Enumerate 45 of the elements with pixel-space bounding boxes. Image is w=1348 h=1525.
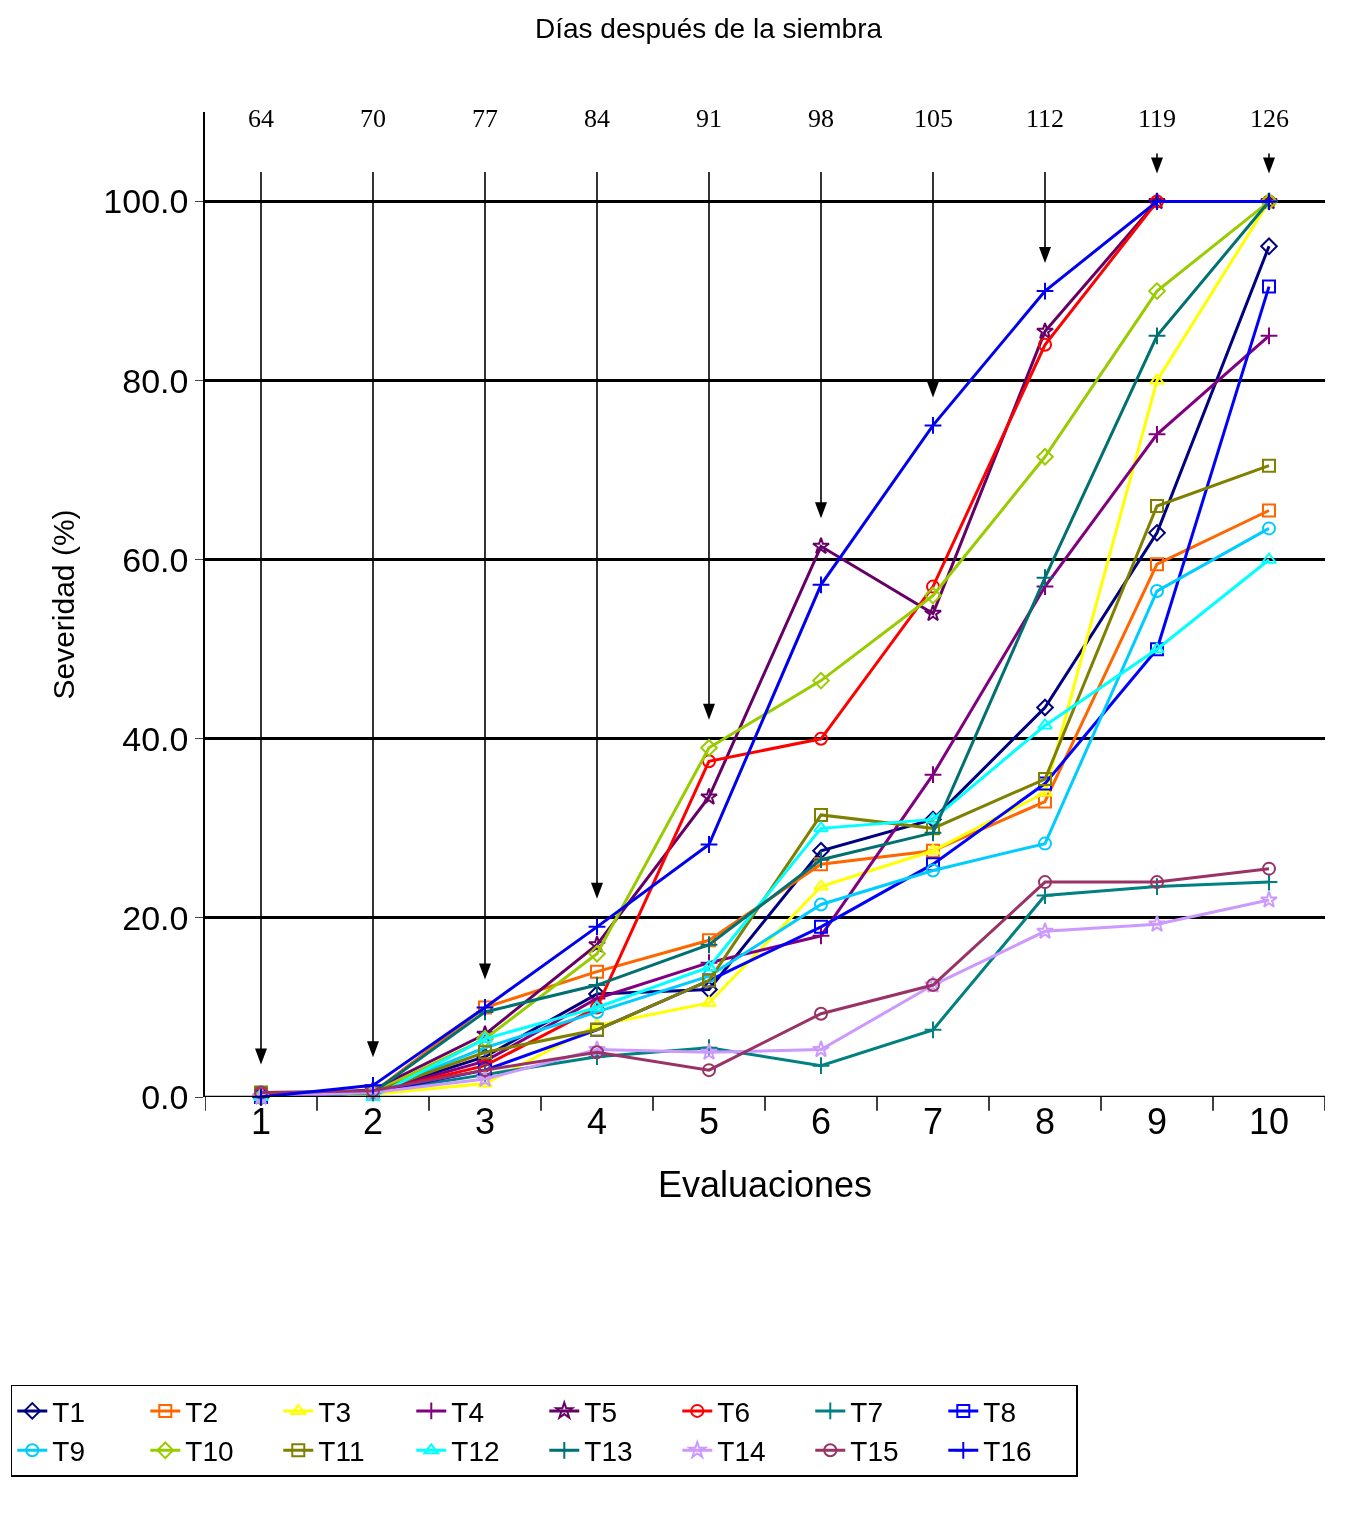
annotation: 64 bbox=[248, 104, 274, 133]
x-tick-label: 8 bbox=[1034, 1101, 1056, 1142]
legend-label: T13 bbox=[584, 1436, 633, 1468]
y-tick-label: 60.0 bbox=[122, 540, 189, 579]
x-tick-label: 1 bbox=[250, 1101, 272, 1142]
legend-label: T6 bbox=[717, 1396, 750, 1428]
y-tick-label: 40.0 bbox=[122, 719, 189, 758]
y-tick-label: 100.0 bbox=[103, 182, 189, 221]
legend-label: T2 bbox=[185, 1396, 218, 1428]
legend-label: T4 bbox=[451, 1396, 484, 1428]
y-tick-label: 20.0 bbox=[122, 898, 189, 937]
x2-axis-title: Días después de la siembra bbox=[535, 13, 883, 44]
legend-label: T5 bbox=[584, 1396, 617, 1428]
annotation: 70 bbox=[360, 104, 386, 133]
annotation: 112 bbox=[1026, 104, 1065, 133]
annotation: 119 bbox=[1138, 104, 1177, 133]
x-tick-label: 9 bbox=[1146, 1101, 1168, 1142]
x-axis-title: Evaluaciones bbox=[657, 1163, 873, 1205]
legend-label: T10 bbox=[185, 1436, 234, 1468]
x-tick-label: 7 bbox=[922, 1101, 944, 1142]
annotation: 77 bbox=[472, 104, 498, 133]
legend-label: T1 bbox=[52, 1396, 85, 1428]
x-tick-label: 4 bbox=[586, 1101, 608, 1142]
legend-label: T11 bbox=[318, 1436, 365, 1468]
legend-label: T12 bbox=[451, 1436, 500, 1468]
annotation: 105 bbox=[914, 104, 953, 133]
x-tick-label: 5 bbox=[698, 1101, 720, 1142]
annotation: 91 bbox=[696, 104, 722, 133]
y-tick-label: 0.0 bbox=[141, 1077, 189, 1116]
annotation: 98 bbox=[808, 104, 834, 133]
x-tick-label: 6 bbox=[810, 1101, 832, 1142]
legend-label: T7 bbox=[850, 1396, 883, 1428]
y-tick-label: 80.0 bbox=[122, 361, 189, 400]
legend-label: T15 bbox=[850, 1436, 899, 1468]
legend-label: T16 bbox=[983, 1436, 1032, 1468]
annotation: 84 bbox=[584, 104, 610, 133]
annotation: 126 bbox=[1250, 104, 1289, 133]
legend-label: T8 bbox=[983, 1396, 1016, 1428]
y-axis-title: Severidad (%) bbox=[46, 509, 80, 700]
x-tick-label: 10 bbox=[1248, 1101, 1290, 1142]
x-tick-label: 2 bbox=[362, 1101, 384, 1142]
legend-label: T3 bbox=[318, 1396, 351, 1428]
x-tick-label: 3 bbox=[474, 1101, 496, 1142]
legend-label: T14 bbox=[717, 1436, 766, 1468]
legend-label: T9 bbox=[52, 1436, 85, 1468]
